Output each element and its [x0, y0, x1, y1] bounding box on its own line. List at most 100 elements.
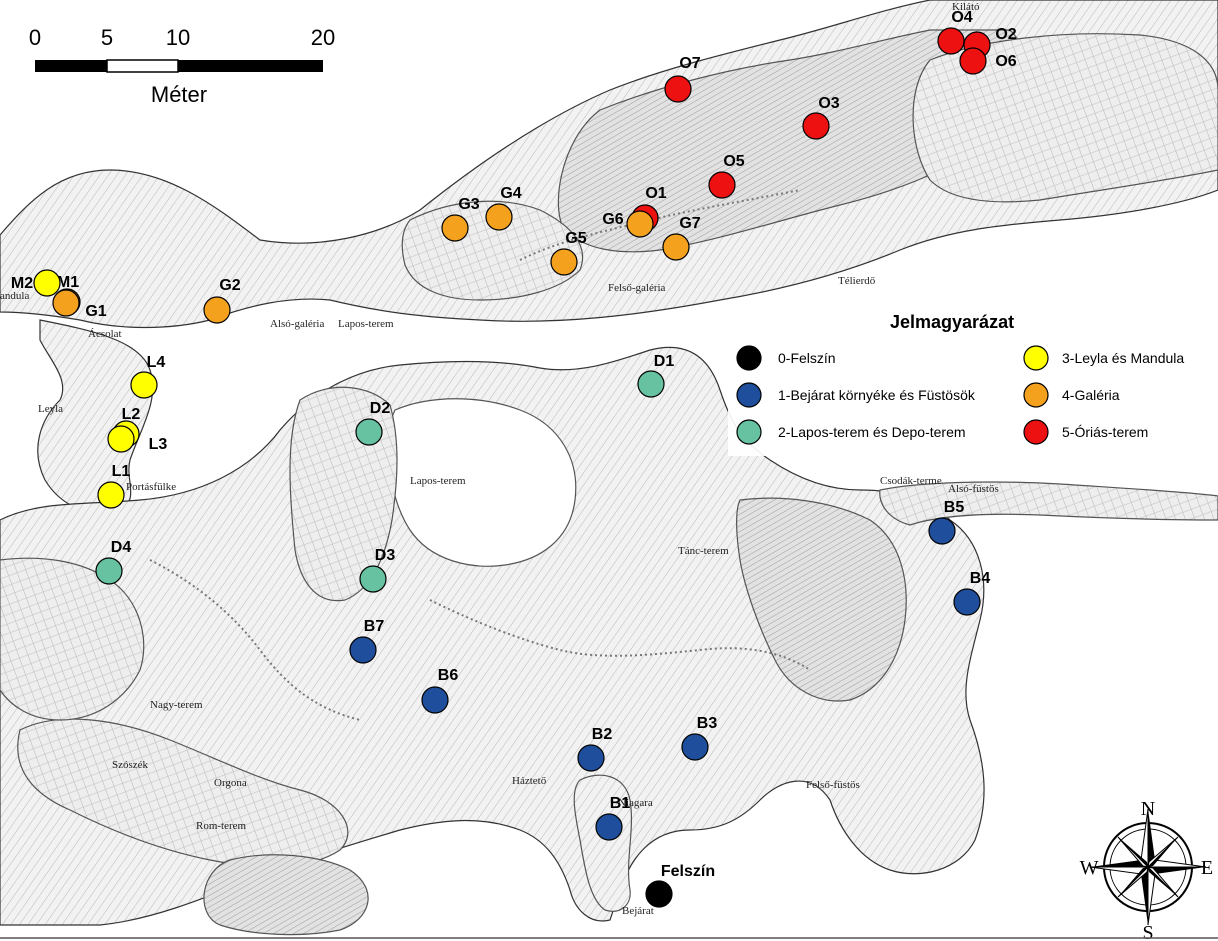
site-dot [662, 233, 690, 261]
legend-label: 3-Leyla és Mandula [1062, 350, 1184, 366]
site-dot [52, 289, 80, 317]
site-marker: G6 [602, 210, 654, 238]
place-label: Tánc-terem [678, 545, 729, 557]
site-marker: D1 [637, 353, 674, 398]
site-label: O7 [679, 55, 700, 72]
site-marker: D3 [359, 547, 395, 593]
legend-title: Jelmagyarázat [890, 312, 1014, 332]
site-label: G3 [458, 196, 479, 213]
legend-swatch [1023, 419, 1049, 445]
site-dot [95, 557, 123, 585]
legend-swatch [736, 382, 762, 408]
site-marker: G1 [52, 289, 107, 320]
site-dot [953, 588, 981, 616]
site-dot [802, 112, 830, 140]
site-marker: L3 [107, 425, 168, 453]
site-label: O6 [995, 53, 1016, 70]
scale-segment [35, 60, 107, 72]
scale-bar: 0 5 10 20 Méter [29, 25, 335, 107]
site-marker: D2 [355, 400, 391, 446]
site-marker: O5 [708, 153, 745, 199]
legend-item: 0-Felszín [736, 345, 836, 371]
site-label: B6 [438, 667, 459, 684]
compass-rose: N S E W [1080, 798, 1214, 941]
site-marker: O3 [802, 95, 840, 140]
site-label: D4 [111, 539, 132, 556]
site-label: O5 [723, 153, 744, 170]
place-label: Lapos-terem [338, 318, 394, 330]
site-label: G2 [219, 277, 240, 294]
site-label: L4 [147, 354, 166, 371]
site-dot [645, 880, 673, 908]
site-dot [626, 210, 654, 238]
legend-swatch [736, 345, 762, 371]
site-dot [359, 565, 387, 593]
legend-item: 2-Lapos-terem és Depo-terem [736, 419, 966, 445]
site-dot [550, 248, 578, 276]
compass-star-icon [1089, 808, 1207, 926]
site-dot [349, 636, 377, 664]
site-dot [421, 686, 449, 714]
site-dot [485, 203, 513, 231]
scale-tick-label: 20 [311, 25, 335, 50]
legend-label: 0-Felszín [778, 350, 836, 366]
site-label: L3 [149, 436, 168, 453]
site-dot [107, 425, 135, 453]
site-dot [959, 47, 987, 75]
scale-segment [106, 59, 179, 73]
site-label: L1 [112, 463, 131, 480]
site-dot [33, 269, 61, 297]
site-marker: G3 [441, 196, 480, 242]
place-label: Háztető [512, 775, 547, 787]
site-marker: B3 [681, 715, 718, 761]
site-marker: B1 [595, 795, 630, 841]
site-marker: B2 [577, 726, 613, 772]
place-labels: Kilátó Felső-galéria Télierdő Alsó-galér… [0, 1, 999, 917]
site-label: B2 [592, 726, 613, 743]
legend: Jelmagyarázat 0-Felszín 1-Bejárat környé… [728, 308, 1216, 456]
site-label: O1 [645, 185, 666, 202]
site-markers: O4 O2 O6 O7 O3 O5 O1 G3 G4 G6 G7 G5 M1 G1 G2 M2 L4 L2 L3 L1… [11, 9, 1017, 908]
site-marker: B6 [421, 667, 459, 714]
compass-west: W [1080, 857, 1099, 879]
site-marker: G2 [203, 277, 241, 324]
scale-segment [178, 60, 323, 72]
scale-tick-label: 5 [101, 25, 113, 50]
site-dot [441, 214, 469, 242]
legend-swatch [1023, 382, 1049, 408]
site-label: G5 [565, 230, 586, 247]
place-label: Szószék [112, 759, 149, 771]
site-label: G6 [602, 211, 623, 228]
place-label: Nagy-terem [150, 699, 203, 711]
site-marker: O7 [664, 55, 701, 103]
site-dot [595, 813, 623, 841]
site-label: B3 [697, 715, 718, 732]
site-marker: L4 [130, 354, 166, 399]
site-marker: B5 [928, 499, 964, 545]
site-dot [681, 733, 709, 761]
place-label: Télierdő [838, 275, 876, 287]
place-label: Alsó-füstös [948, 483, 999, 495]
place-label: Lapos-terem [410, 475, 466, 487]
site-dot [708, 171, 736, 199]
compass-north: N [1141, 798, 1155, 820]
site-label: D2 [370, 400, 391, 417]
legend-label: 1-Bejárat környéke és Füstösök [778, 387, 976, 403]
site-dot [577, 744, 605, 772]
site-dot [130, 371, 158, 399]
place-label: Alsó-galéria [270, 318, 324, 330]
site-label: B4 [970, 570, 991, 587]
site-marker: B4 [953, 570, 991, 616]
site-dot [937, 27, 965, 55]
place-label: Niagara [618, 797, 653, 809]
place-label: Felső-galéria [608, 282, 666, 294]
place-label: Kilátó [952, 1, 980, 13]
site-label: G1 [85, 303, 106, 320]
site-dot [355, 418, 383, 446]
legend-item: 4-Galéria [1023, 382, 1120, 408]
legend-label: 5-Óriás-terem [1062, 424, 1148, 440]
site-marker: O4 [937, 9, 973, 55]
legend-item: 3-Leyla és Mandula [1023, 345, 1184, 371]
